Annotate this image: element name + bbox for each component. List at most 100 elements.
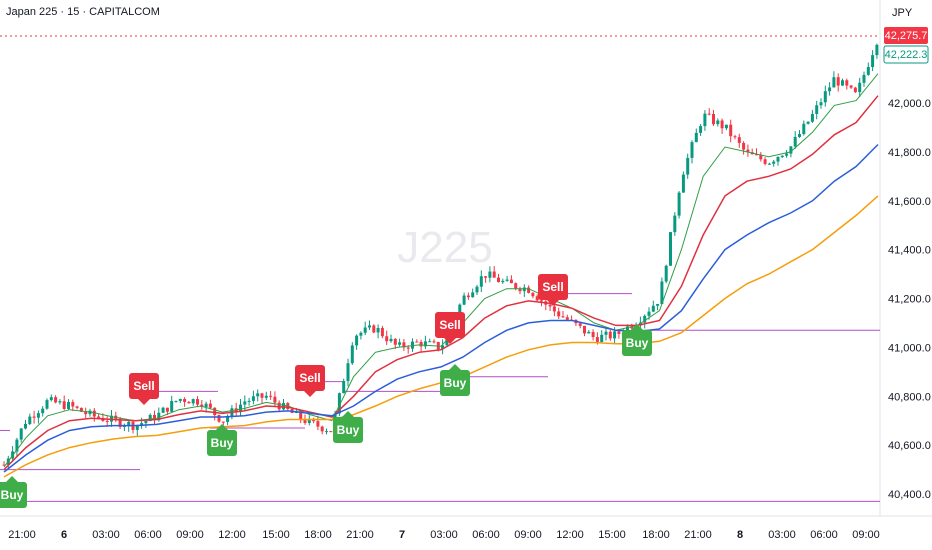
candle-body	[28, 416, 32, 424]
candle-body	[221, 421, 225, 423]
candle-body	[535, 296, 539, 301]
candle-body	[810, 113, 814, 122]
signal-label: Buy	[626, 336, 649, 350]
candle-body	[368, 325, 371, 328]
candle-body	[484, 276, 488, 278]
time-tick: 03:00	[92, 529, 120, 541]
candle-body	[664, 265, 668, 282]
candle-body	[15, 439, 19, 452]
candle-body	[423, 341, 427, 347]
candle-body	[798, 134, 801, 137]
candle-body	[742, 142, 746, 150]
candle-body	[170, 401, 174, 412]
candle-body	[600, 334, 604, 342]
candle-body	[273, 396, 277, 403]
price-tick: 40,400.0	[888, 489, 931, 501]
time-axis[interactable]: 21:00 6 03:00 06:00 09:00 12:00 15:00 18:00 21:0…	[8, 529, 880, 541]
signal-badge	[0, 482, 27, 508]
candle-body	[767, 163, 771, 165]
chart-title: Japan 225 · 15 · CAPITALCOM	[6, 6, 160, 18]
signal-label: Buy	[337, 423, 360, 437]
signal-badge	[333, 417, 363, 443]
candle-body	[793, 136, 797, 147]
price-tick: 41,800.0	[888, 147, 931, 159]
candle-body	[871, 55, 875, 68]
candle-body	[19, 428, 23, 440]
time-tick: 7	[399, 529, 405, 541]
candle-body	[699, 126, 703, 133]
candle-body	[269, 395, 273, 397]
price-tick: 41,400.0	[888, 245, 931, 257]
candle-body	[204, 403, 208, 407]
candle-body	[385, 336, 389, 342]
candle-body	[355, 335, 359, 346]
time-tick: 09:00	[514, 529, 542, 541]
candle-body	[806, 121, 810, 124]
candle-body	[346, 363, 350, 382]
candle-body	[441, 345, 445, 350]
time-tick: 18:00	[304, 529, 332, 541]
candle-body	[41, 408, 45, 414]
time-tick: 12:00	[218, 529, 246, 541]
candle-body	[471, 292, 475, 298]
candle-body	[350, 345, 354, 364]
signal-label: Buy	[211, 436, 234, 450]
candle-body	[669, 232, 672, 266]
candle-body	[122, 425, 126, 427]
candle-body	[737, 137, 741, 143]
level-lines	[0, 293, 880, 502]
candle-body	[45, 400, 49, 409]
time-tick: 15:00	[598, 529, 626, 541]
candle-body	[815, 105, 819, 114]
candle-body	[836, 77, 840, 86]
candle-body	[591, 331, 595, 338]
candle-body	[165, 407, 169, 412]
candle-body	[841, 80, 844, 86]
time-tick: 15:00	[262, 529, 290, 541]
candle-body	[724, 124, 728, 129]
candle-body	[217, 415, 221, 422]
candle-body	[681, 174, 685, 193]
signal-label: Buy	[444, 376, 467, 390]
candle-body	[677, 192, 681, 216]
candle-body	[183, 398, 187, 402]
time-tick: 18:00	[642, 529, 670, 541]
candle-body	[595, 337, 599, 342]
candle-body	[213, 407, 217, 416]
candle-body	[763, 159, 767, 164]
buy-signal: Buy	[0, 476, 27, 508]
price-tick: 41,200.0	[888, 294, 931, 306]
candle-body	[613, 331, 617, 339]
signal-badge	[538, 274, 568, 300]
candle-body	[527, 287, 531, 293]
candle-body	[75, 406, 79, 408]
candle-body	[243, 401, 247, 405]
candle-body	[531, 292, 535, 297]
candle-body	[161, 407, 165, 413]
signal-label: Buy	[1, 488, 24, 502]
candle-body	[428, 341, 432, 343]
candle-body	[716, 120, 720, 125]
candle-body	[540, 300, 543, 302]
candle-body	[157, 412, 161, 421]
signal-arrow	[138, 399, 150, 405]
buy-signal: Buy	[333, 411, 363, 443]
candle-body	[557, 311, 561, 317]
signal-markers: Buy Sell Buy Sell Buy Sell Buy Sell Buy	[0, 274, 652, 508]
signal-label: Sell	[542, 280, 563, 294]
signal-badge	[440, 370, 470, 396]
candle-body	[780, 155, 784, 158]
candle-body	[475, 286, 479, 293]
candle-body	[712, 113, 715, 125]
candle-body	[583, 325, 586, 334]
candle-body	[505, 279, 509, 281]
candle-body	[32, 416, 36, 418]
candle-body	[148, 414, 152, 422]
signal-badge	[129, 373, 159, 399]
candle-body	[643, 315, 647, 323]
candle-body	[187, 401, 191, 404]
candle-body	[651, 305, 655, 312]
time-tick: 03:00	[430, 529, 458, 541]
price-axis[interactable]: 42,000.0 41,800.0 41,600.0 41,400.0 41,200.0…	[888, 98, 931, 501]
